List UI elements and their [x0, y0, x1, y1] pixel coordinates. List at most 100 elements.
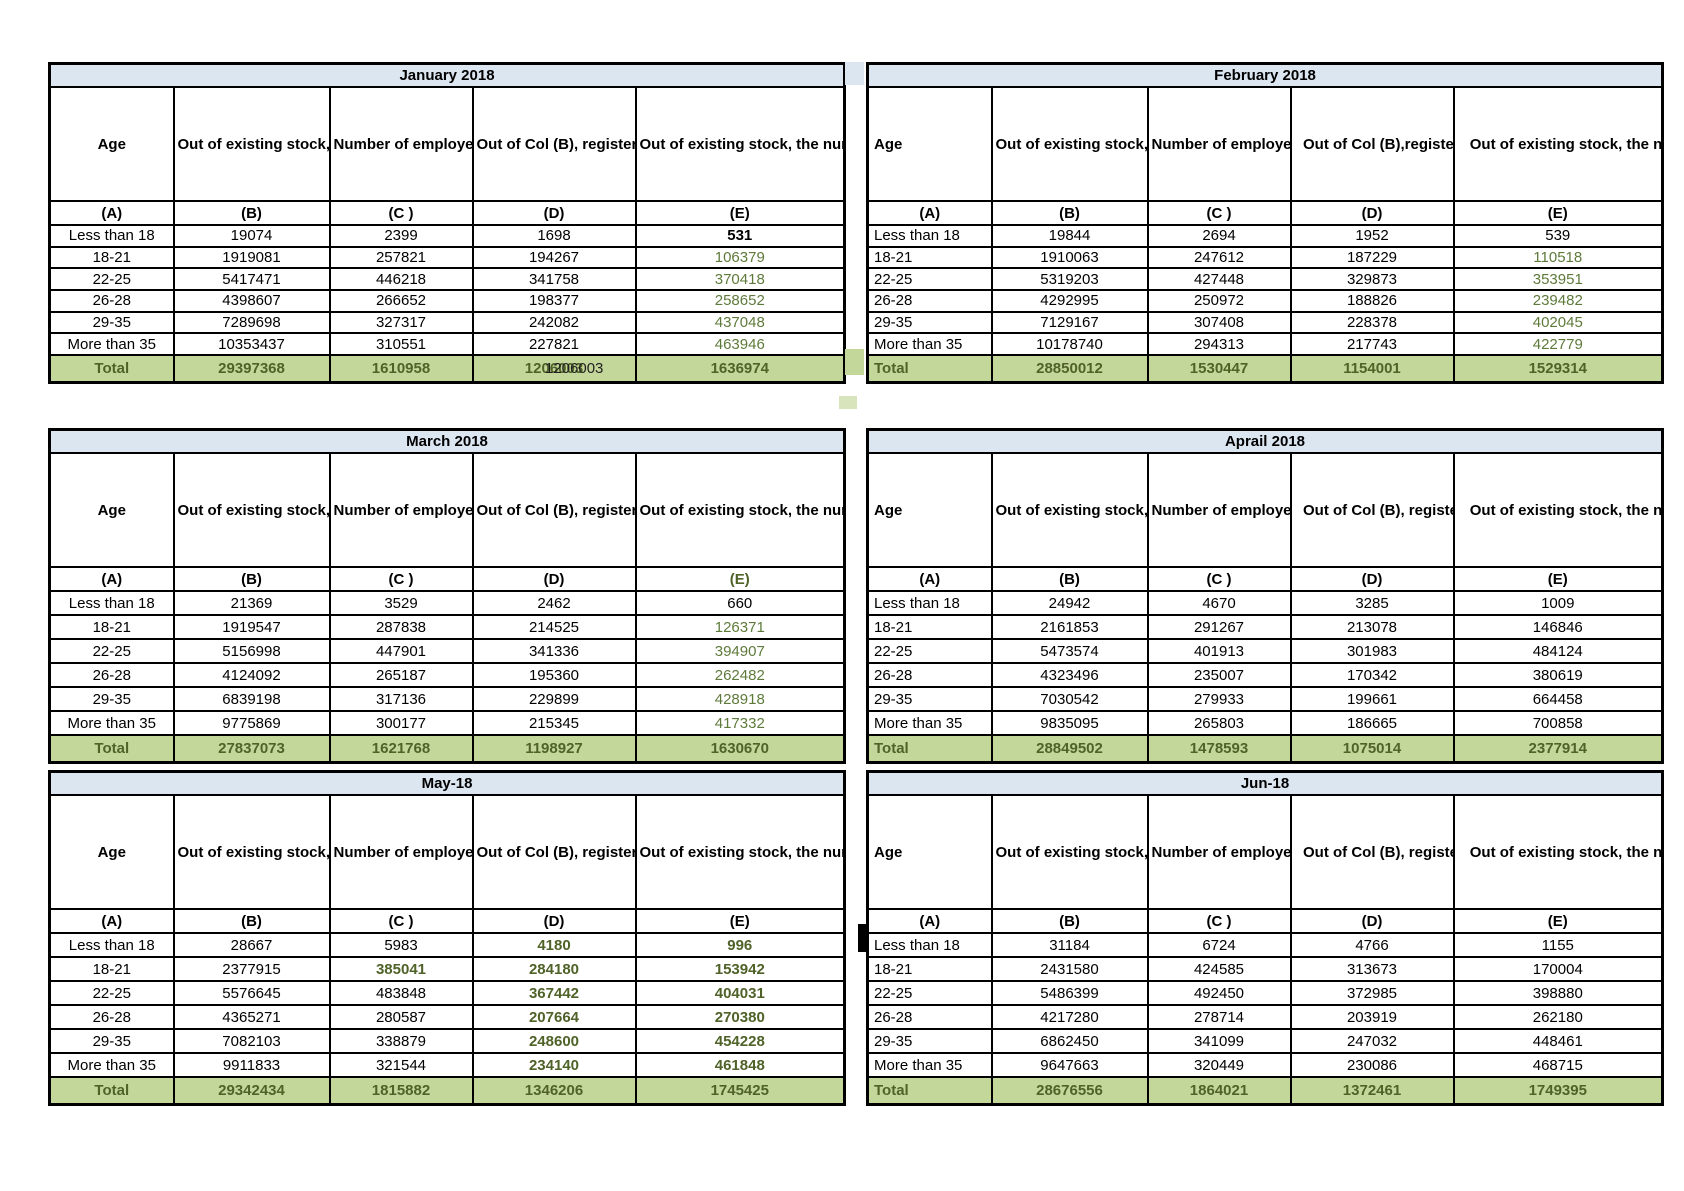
total-value-cell-c[interactable]: 1530447	[1146, 354, 1292, 384]
value-cell-c[interactable]: 338879	[328, 1028, 474, 1054]
total-value-cell-c[interactable]: 1610958	[328, 354, 474, 384]
value-cell-e[interactable]: 380619	[1452, 662, 1664, 688]
column-header-e[interactable]: Out of existing stock, the number of emp…	[634, 794, 846, 910]
column-header-b[interactable]: Out of existing stock, the number of emp…	[172, 794, 331, 910]
value-cell-d[interactable]: 170342	[1289, 662, 1455, 688]
age-cell[interactable]: More than 35	[866, 1052, 993, 1078]
value-cell-e[interactable]: 448461	[1452, 1028, 1664, 1054]
age-cell[interactable]: More than 35	[48, 1052, 175, 1078]
value-cell-b[interactable]: 1919081	[172, 245, 331, 270]
value-cell-d[interactable]: 207664	[471, 1004, 637, 1030]
value-cell-e[interactable]: 539	[1452, 224, 1664, 248]
value-cell-c[interactable]: 317136	[328, 686, 474, 712]
value-cell-d[interactable]: 313673	[1289, 956, 1455, 982]
age-cell[interactable]: 26-28	[48, 662, 175, 688]
value-cell-e[interactable]: 404031	[634, 980, 846, 1006]
value-cell-e[interactable]: 454228	[634, 1028, 846, 1054]
age-cell[interactable]: 18-21	[866, 614, 993, 640]
column-header-a[interactable]: Age	[866, 86, 993, 202]
value-cell-c[interactable]: 294313	[1146, 332, 1292, 357]
value-cell-c[interactable]: 307408	[1146, 310, 1292, 335]
value-cell-c[interactable]: 6724	[1146, 932, 1292, 958]
value-cell-d[interactable]: 186665	[1289, 710, 1455, 736]
column-header-c[interactable]: Number of employees registered during th…	[328, 452, 474, 568]
value-cell-c[interactable]: 341099	[1146, 1028, 1292, 1054]
column-header-d[interactable]: Out of Col (B), registerd employees as i…	[1289, 794, 1455, 910]
value-cell-d[interactable]: 213078	[1289, 614, 1455, 640]
value-cell-d[interactable]: 227821	[471, 332, 637, 357]
value-cell-c[interactable]: 250972	[1146, 289, 1292, 313]
value-cell-e[interactable]: 484124	[1452, 638, 1664, 664]
value-cell-e[interactable]: 437048	[634, 310, 846, 335]
value-cell-e[interactable]: 996	[634, 932, 846, 958]
value-cell-c[interactable]: 401913	[1146, 638, 1292, 664]
column-header-a[interactable]: Age	[48, 794, 175, 910]
value-cell-e[interactable]: 239482	[1452, 289, 1664, 313]
value-cell-b[interactable]: 5417471	[172, 267, 331, 292]
value-cell-c[interactable]: 265187	[328, 662, 474, 688]
value-cell-e[interactable]: 353951	[1452, 267, 1664, 292]
value-cell-e[interactable]: 394907	[634, 638, 846, 664]
value-cell-d[interactable]: 230086	[1289, 1052, 1455, 1078]
value-cell-c[interactable]: 447901	[328, 638, 474, 664]
value-cell-d[interactable]: 301983	[1289, 638, 1455, 664]
column-letter-cell[interactable]: (A)	[48, 566, 175, 592]
value-cell-c[interactable]: 5983	[328, 932, 474, 958]
value-cell-d[interactable]: 229899	[471, 686, 637, 712]
value-cell-c[interactable]: 265803	[1146, 710, 1292, 736]
value-cell-c[interactable]: 483848	[328, 980, 474, 1006]
value-cell-c[interactable]: 424585	[1146, 956, 1292, 982]
value-cell-e[interactable]: 402045	[1452, 310, 1664, 335]
age-cell[interactable]: 29-35	[866, 1028, 993, 1054]
value-cell-b[interactable]: 1910063	[990, 245, 1149, 270]
value-cell-c[interactable]: 321544	[328, 1052, 474, 1078]
value-cell-b[interactable]: 10178740	[990, 332, 1149, 357]
value-cell-b[interactable]: 19074	[172, 224, 331, 248]
age-cell[interactable]: More than 35	[48, 332, 175, 357]
age-cell[interactable]: 29-35	[866, 686, 993, 712]
value-cell-b[interactable]: 4217280	[990, 1004, 1149, 1030]
value-cell-d[interactable]: 247032	[1289, 1028, 1455, 1054]
value-cell-b[interactable]: 4124092	[172, 662, 331, 688]
column-header-c[interactable]: Number of employees registered during th…	[1146, 86, 1292, 202]
value-cell-e[interactable]: 146846	[1452, 614, 1664, 640]
age-cell[interactable]: Less than 18	[48, 932, 175, 958]
value-cell-b[interactable]: 9775869	[172, 710, 331, 736]
age-cell[interactable]: Less than 18	[866, 590, 993, 616]
value-cell-d[interactable]: 341336	[471, 638, 637, 664]
value-cell-e[interactable]: 461848	[634, 1052, 846, 1078]
value-cell-d[interactable]: 3285	[1289, 590, 1455, 616]
value-cell-b[interactable]: 9835095	[990, 710, 1149, 736]
column-header-c[interactable]: Number of employees registered during th…	[328, 794, 474, 910]
age-cell[interactable]: 18-21	[866, 245, 993, 270]
value-cell-c[interactable]: 385041	[328, 956, 474, 982]
age-cell[interactable]: 22-25	[866, 267, 993, 292]
value-cell-e[interactable]: 153942	[634, 956, 846, 982]
value-cell-e[interactable]: 106379	[634, 245, 846, 270]
value-cell-d[interactable]: 187229	[1289, 245, 1455, 270]
value-cell-b[interactable]: 5473574	[990, 638, 1149, 664]
value-cell-c[interactable]: 320449	[1146, 1052, 1292, 1078]
column-letter-cell[interactable]: (A)	[866, 200, 993, 226]
value-cell-d[interactable]: 203919	[1289, 1004, 1455, 1030]
value-cell-c[interactable]: 4670	[1146, 590, 1292, 616]
value-cell-e[interactable]: 1155	[1452, 932, 1664, 958]
column-letter-cell[interactable]: (A)	[48, 908, 175, 934]
value-cell-d[interactable]: 248600	[471, 1028, 637, 1054]
value-cell-c[interactable]: 3529	[328, 590, 474, 616]
column-header-e[interactable]: Out of existing stock, the number of emp…	[1452, 794, 1664, 910]
value-cell-e[interactable]: 170004	[1452, 956, 1664, 982]
total-value-cell-e[interactable]: 1630670	[634, 734, 846, 764]
value-cell-d[interactable]: 2462	[471, 590, 637, 616]
age-cell[interactable]: 26-28	[48, 289, 175, 313]
column-header-e[interactable]: Out of existing stock, the number of emp…	[1452, 452, 1664, 568]
age-cell[interactable]: More than 35	[866, 710, 993, 736]
age-cell[interactable]: 22-25	[866, 638, 993, 664]
total-value-cell-d[interactable]: 1198927	[471, 734, 637, 764]
value-cell-e[interactable]: 428918	[634, 686, 846, 712]
age-cell[interactable]: 22-25	[48, 980, 175, 1006]
age-cell[interactable]: Less than 18	[48, 590, 175, 616]
total-label-cell[interactable]: Total	[48, 354, 175, 384]
total-label-cell[interactable]: Total	[48, 734, 175, 764]
column-header-d[interactable]: Out of Col (B), registerd employees as i…	[471, 794, 637, 910]
